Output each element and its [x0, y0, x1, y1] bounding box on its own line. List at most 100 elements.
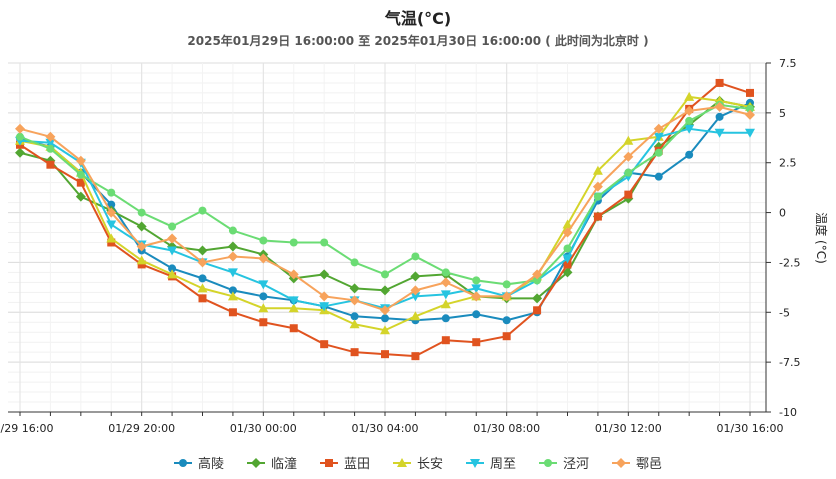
data-point [532, 293, 543, 304]
data-point [167, 246, 178, 256]
data-point [319, 291, 330, 302]
legend-marker [325, 459, 333, 467]
data-point [472, 276, 481, 285]
data-point [441, 314, 450, 323]
legend-item-6[interactable]: 泾河 [539, 457, 589, 472]
data-point [197, 257, 208, 268]
series-6 [16, 100, 754, 289]
data-point [471, 291, 482, 302]
data-point [76, 170, 85, 179]
data-point [440, 299, 451, 309]
data-point [45, 131, 56, 142]
y-tick-label: -10 [779, 406, 797, 419]
data-point [684, 91, 695, 101]
data-point [380, 305, 390, 316]
data-point [349, 295, 360, 306]
legend-label: 鄠邑 [636, 457, 662, 472]
legend-marker [179, 459, 187, 467]
data-point [745, 109, 755, 120]
legend-item-7[interactable]: 鄠邑 [612, 457, 662, 472]
chart-title: 气温(°C) [384, 9, 452, 28]
data-point [533, 306, 542, 315]
y-tick-label: 2.5 [779, 157, 797, 170]
chart-subtitle: 2025年01月29日 16:00:00 至 2025年01月30日 16:00… [187, 34, 649, 48]
data-point [472, 338, 481, 347]
legend-label: 周至 [490, 457, 516, 472]
x-tick-label: 01/30 08:00 [473, 422, 540, 435]
data-point [106, 233, 117, 243]
data-point [197, 245, 208, 256]
data-point [350, 348, 359, 357]
legend-marker [470, 459, 480, 468]
data-point [653, 132, 664, 142]
data-point [288, 269, 299, 280]
legend-label: 泾河 [563, 457, 589, 472]
x-tick-label: 01/29 16:00 [0, 422, 53, 435]
data-point [136, 221, 147, 232]
data-point [715, 112, 724, 121]
grid-layer [8, 62, 766, 413]
data-point [350, 312, 359, 321]
legend-item-2[interactable]: 临潼 [247, 456, 297, 472]
data-point [227, 251, 238, 262]
data-point [349, 283, 360, 294]
data-point [75, 191, 86, 202]
data-point [75, 155, 86, 166]
data-point [197, 283, 208, 293]
data-point [107, 200, 116, 209]
y-tick-label: -7.5 [779, 356, 800, 369]
data-point [593, 212, 602, 221]
data-point [624, 190, 633, 199]
data-point [502, 280, 511, 289]
y-tick-label: 0 [779, 207, 786, 220]
data-point [593, 192, 602, 201]
x-tick-label: 01/30 16:00 [717, 422, 784, 435]
legend-item-1[interactable]: 高陵 [174, 456, 224, 472]
data-point [289, 238, 298, 247]
data-point [562, 219, 573, 229]
legend-item-3[interactable]: 蓝田 [320, 457, 370, 472]
data-point [381, 350, 389, 359]
legend-label: 蓝田 [344, 457, 370, 472]
data-point [563, 260, 572, 269]
data-point [410, 285, 421, 296]
legend-label: 临潼 [271, 456, 297, 472]
data-point [259, 292, 268, 301]
data-point [15, 147, 25, 158]
data-point [654, 172, 663, 181]
data-point [624, 168, 633, 177]
data-point [349, 319, 360, 329]
data-point [319, 302, 330, 312]
data-point [198, 294, 207, 303]
data-point [440, 290, 451, 300]
data-point [623, 151, 634, 162]
data-point [136, 241, 147, 252]
data-point [136, 255, 147, 265]
x-tick-label: 01/30 00:00 [230, 422, 297, 435]
data-point [228, 308, 237, 317]
data-point [76, 178, 85, 187]
y-tick-label: 5 [779, 107, 786, 120]
data-point [471, 284, 482, 294]
data-point [380, 325, 390, 335]
legend-item-5[interactable]: 周至 [466, 457, 516, 472]
y-tick-label: -2.5 [779, 256, 800, 269]
data-point [472, 310, 481, 319]
data-point [410, 292, 421, 302]
data-point [46, 160, 55, 169]
data-point [746, 104, 754, 113]
data-point [381, 314, 389, 323]
data-point [167, 233, 178, 244]
data-point [745, 128, 755, 138]
data-point [501, 291, 512, 302]
data-point [320, 340, 329, 349]
data-point [289, 324, 298, 333]
y-tick-label: 7.5 [779, 57, 797, 70]
data-point [228, 286, 237, 295]
data-point [168, 222, 177, 231]
legend-item-4[interactable]: 长安 [393, 457, 443, 472]
data-point [623, 135, 634, 145]
data-point [411, 352, 420, 361]
data-point [502, 316, 511, 325]
